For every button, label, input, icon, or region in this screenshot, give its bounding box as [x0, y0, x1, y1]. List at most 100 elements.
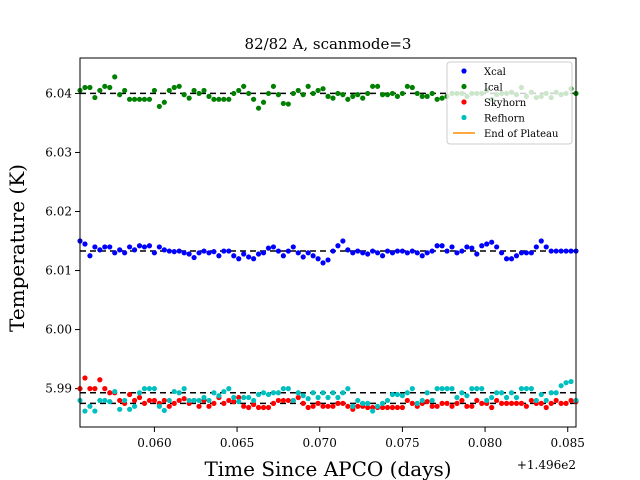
data-point-refhorn: [226, 386, 232, 392]
data-point-refhorn: [97, 397, 103, 404]
data-point-refhorn: [216, 393, 222, 399]
data-point-refhorn: [136, 390, 143, 396]
data-point-xcal: [533, 244, 539, 250]
data-point-refhorn: [196, 397, 202, 404]
data-point-xcal: [489, 239, 495, 245]
data-point-skyhorn: [499, 400, 505, 406]
data-point-xcal: [538, 238, 544, 244]
data-point-ical: [97, 87, 103, 94]
data-point-ical: [320, 86, 326, 92]
data-point-xcal: [151, 250, 157, 256]
data-point-ical: [330, 95, 336, 101]
data-point-ical: [295, 87, 301, 94]
data-point-ical: [260, 99, 267, 105]
data-point-xcal: [454, 250, 460, 256]
data-point-xcal: [166, 248, 172, 254]
data-point-xcal: [246, 254, 252, 260]
x-offset-label: +1.496e2: [517, 458, 576, 472]
data-point-refhorn: [231, 394, 237, 401]
data-point-refhorn: [285, 386, 291, 392]
data-point-xcal: [92, 244, 98, 250]
data-point-refhorn: [558, 383, 564, 389]
data-point-skyhorn: [131, 397, 138, 404]
data-point-refhorn: [335, 394, 341, 401]
data-point-xcal: [156, 244, 162, 250]
data-point-refhorn: [434, 386, 440, 392]
data-point-ical: [399, 90, 405, 97]
data-point-skyhorn: [439, 400, 445, 406]
data-point-skyhorn: [389, 404, 396, 411]
data-point-skyhorn: [255, 404, 262, 411]
data-point-ical: [241, 83, 247, 89]
data-point-xcal: [508, 256, 515, 262]
data-point-ical: [394, 93, 401, 99]
data-point-refhorn: [280, 386, 286, 392]
data-point-skyhorn: [226, 397, 232, 404]
data-point-skyhorn: [136, 394, 143, 401]
data-point-refhorn: [151, 386, 157, 392]
data-point-skyhorn: [305, 404, 311, 411]
data-point-skyhorn: [82, 375, 88, 381]
data-point-skyhorn: [548, 400, 554, 406]
data-point-xcal: [459, 248, 465, 254]
data-point-xcal: [221, 248, 227, 254]
legend-box: [446, 61, 573, 145]
data-point-skyhorn: [92, 386, 98, 392]
data-point-refhorn: [191, 397, 197, 404]
data-point-ical: [355, 92, 361, 98]
data-point-xcal: [494, 244, 500, 250]
data-point-ical: [414, 90, 420, 97]
data-point-ical: [141, 96, 148, 102]
data-point-skyhorn: [558, 400, 564, 406]
data-point-skyhorn: [231, 399, 237, 405]
data-point-ical: [92, 94, 98, 101]
data-point-ical: [370, 83, 376, 89]
data-point-ical: [181, 92, 187, 98]
data-point-refhorn: [464, 393, 470, 399]
data-point-skyhorn: [394, 404, 401, 411]
data-point-refhorn: [131, 403, 138, 409]
x-tick-label: 0.080: [468, 436, 502, 450]
data-point-xcal: [186, 251, 192, 257]
data-point-xcal: [231, 253, 237, 259]
data-point-skyhorn: [568, 397, 574, 404]
x-tick-label: 0.060: [137, 436, 171, 450]
data-point-xcal: [236, 256, 242, 262]
data-point-skyhorn: [310, 403, 316, 409]
data-point-refhorn: [127, 406, 133, 412]
data-point-ical: [350, 93, 356, 99]
data-point-skyhorn: [146, 397, 153, 404]
data-point-xcal: [330, 248, 336, 254]
data-point-ical: [275, 92, 281, 98]
data-point-ical: [429, 90, 435, 97]
data-point-xcal: [464, 244, 470, 250]
data-point-ical: [236, 87, 242, 94]
data-point-ical: [87, 84, 93, 91]
data-point-refhorn: [325, 394, 331, 401]
data-point-skyhorn: [265, 404, 272, 411]
data-point-xcal: [305, 250, 311, 256]
data-point-xcal: [479, 243, 485, 249]
data-point-skyhorn: [489, 404, 495, 411]
data-point-xcal: [375, 250, 381, 256]
data-point-xcal: [270, 244, 277, 250]
data-point-refhorn: [439, 386, 445, 392]
data-point-refhorn: [370, 408, 376, 414]
data-point-ical: [171, 84, 177, 91]
data-point-refhorn: [399, 393, 405, 399]
data-point-ical: [280, 100, 286, 107]
data-point-ical: [161, 99, 167, 105]
data-point-refhorn: [389, 391, 396, 398]
data-point-xcal: [518, 250, 525, 256]
data-point-ical: [365, 90, 371, 97]
data-point-refhorn: [265, 391, 272, 398]
data-point-xcal: [484, 241, 490, 247]
data-point-xcal: [117, 247, 123, 253]
data-point-ical: [290, 90, 296, 97]
data-point-skyhorn: [563, 400, 569, 406]
data-point-xcal: [439, 243, 445, 249]
data-point-skyhorn: [280, 397, 286, 404]
data-point-xcal: [176, 248, 182, 254]
data-point-xcal: [280, 253, 286, 259]
data-point-skyhorn: [127, 391, 133, 398]
